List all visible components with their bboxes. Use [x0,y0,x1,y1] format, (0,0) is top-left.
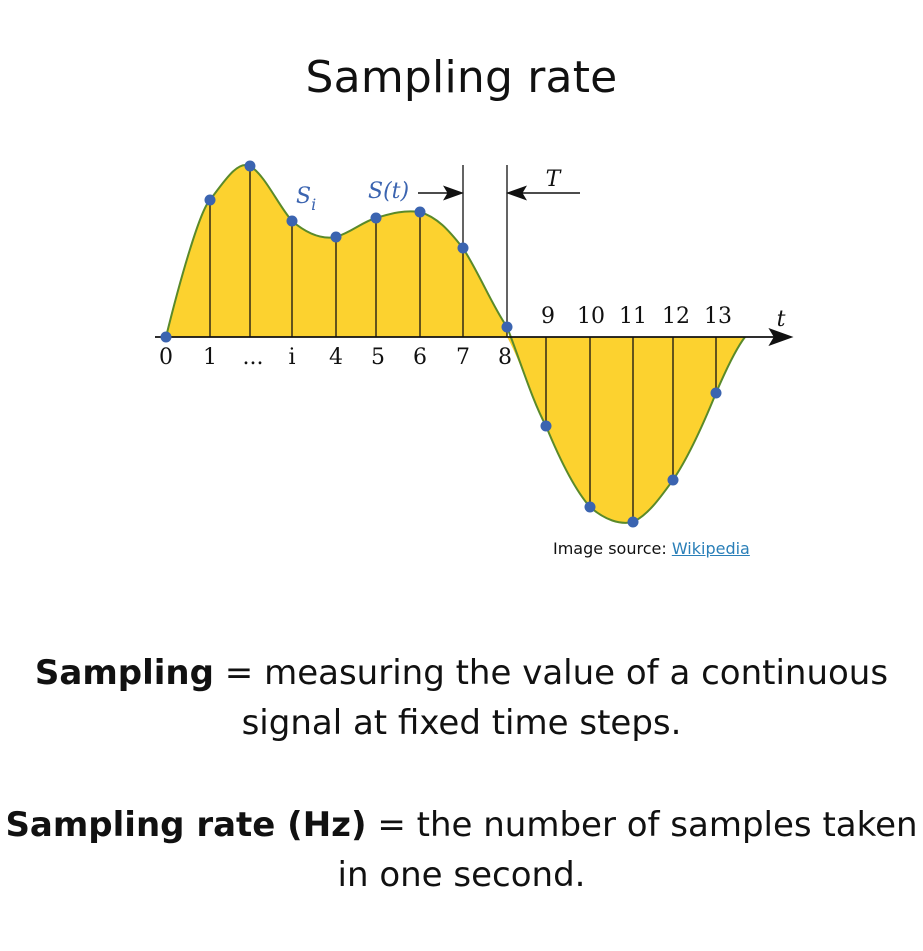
sample-point-4 [330,231,342,243]
tick-label-11: 11 [619,304,647,329]
sample-point-5 [370,212,382,224]
sampling-definition: Sampling = measuring the value of a cont… [0,648,923,748]
sample-point-2 [244,160,256,172]
sample-label-si: Si [296,184,316,214]
tick-label-13: 13 [704,304,732,329]
sample-point-13 [710,387,722,399]
tick-label-1: 1 [203,345,217,370]
sampling-term: Sampling [34,653,214,693]
tick-label-7: 7 [456,345,470,370]
sample-point-i [286,215,298,227]
sample-point-12 [667,474,679,486]
sampling-rate-definition: Sampling rate (Hz) = the number of sampl… [0,800,923,900]
axis-label-t: t [777,307,786,332]
tick-label-6: 6 [413,345,427,370]
sample-point-8 [501,321,513,333]
sample-point-11 [627,516,639,528]
sample-point-6 [414,206,426,218]
sample-point-9 [540,420,552,432]
sampling-definition-text: = measuring the value of a continuous si… [213,653,889,743]
image-source: Image source: Wikipedia [553,539,750,558]
sampling-diagram: 0 1 ... i 4 5 6 7 8 9 10 11 12 13 t Si S… [155,160,794,528]
tick-label-12: 12 [662,304,690,329]
image-source-prefix: Image source: [553,539,667,558]
tick-label-i: i [288,345,295,370]
sample-point-0 [160,331,172,343]
tick-label-0: 0 [159,345,173,370]
sample-points [160,160,722,528]
tick-label-ellipsis: ... [243,345,264,370]
signal-fill-area-negative [507,337,745,523]
tick-label-8: 8 [498,345,512,370]
period-label: T [546,167,563,192]
tick-label-5: 5 [371,345,385,370]
tick-label-10: 10 [577,304,605,329]
sampling-rate-definition-text: = the number of samples taken in one sec… [337,805,918,895]
sample-point-10 [584,501,596,513]
tick-label-4: 4 [329,345,343,370]
signal-label: S(t) [368,179,409,204]
sampling-rate-term: Sampling rate (Hz) [5,805,367,845]
tick-label-9: 9 [541,304,555,329]
sample-point-7 [457,242,469,254]
wikipedia-link[interactable]: Wikipedia [671,539,750,558]
sample-point-1 [204,194,216,206]
page-title: Sampling rate [305,52,618,103]
